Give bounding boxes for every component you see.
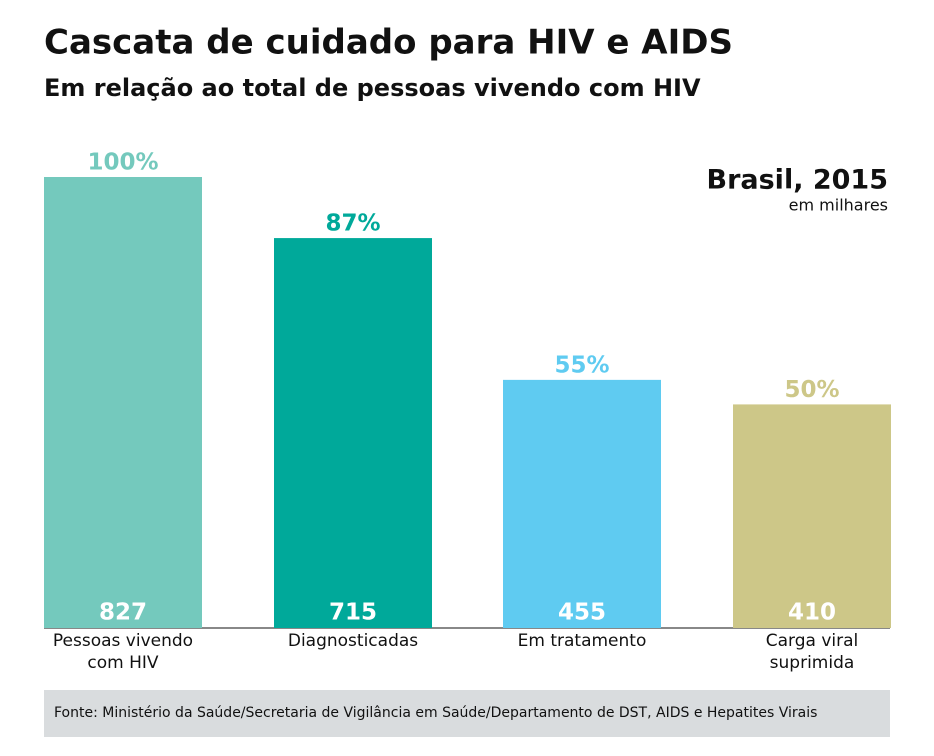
percent-label: 55% (554, 352, 609, 378)
value-label: 715 (329, 600, 377, 626)
value-label: 827 (99, 600, 147, 626)
x-tick-label: Pessoas vivendo com HIV (52, 631, 194, 673)
chart-title: Cascata de cuidado para HIV e AIDS (44, 23, 733, 63)
bar (733, 404, 891, 628)
annotation: Brasil, 2015 (707, 165, 889, 196)
percent-label: 87% (325, 211, 380, 237)
x-tick-label: Carga viral suprimida (765, 631, 859, 673)
bar (44, 177, 202, 628)
unit-note: em milhares (789, 196, 888, 215)
bar (274, 238, 432, 628)
x-tick-label: Em tratamento (517, 631, 647, 651)
value-label: 410 (788, 600, 836, 626)
value-label: 455 (558, 600, 606, 626)
chart-subtitle: Em relação ao total de pessoas vivendo c… (44, 74, 701, 102)
percent-label: 50% (784, 377, 839, 403)
bar (503, 379, 661, 628)
x-tick-label: Diagnosticadas (287, 631, 419, 651)
percent-label: 100% (87, 150, 158, 176)
source-note: Fonte: Ministério da Saúde/Secretaria de… (44, 690, 890, 737)
